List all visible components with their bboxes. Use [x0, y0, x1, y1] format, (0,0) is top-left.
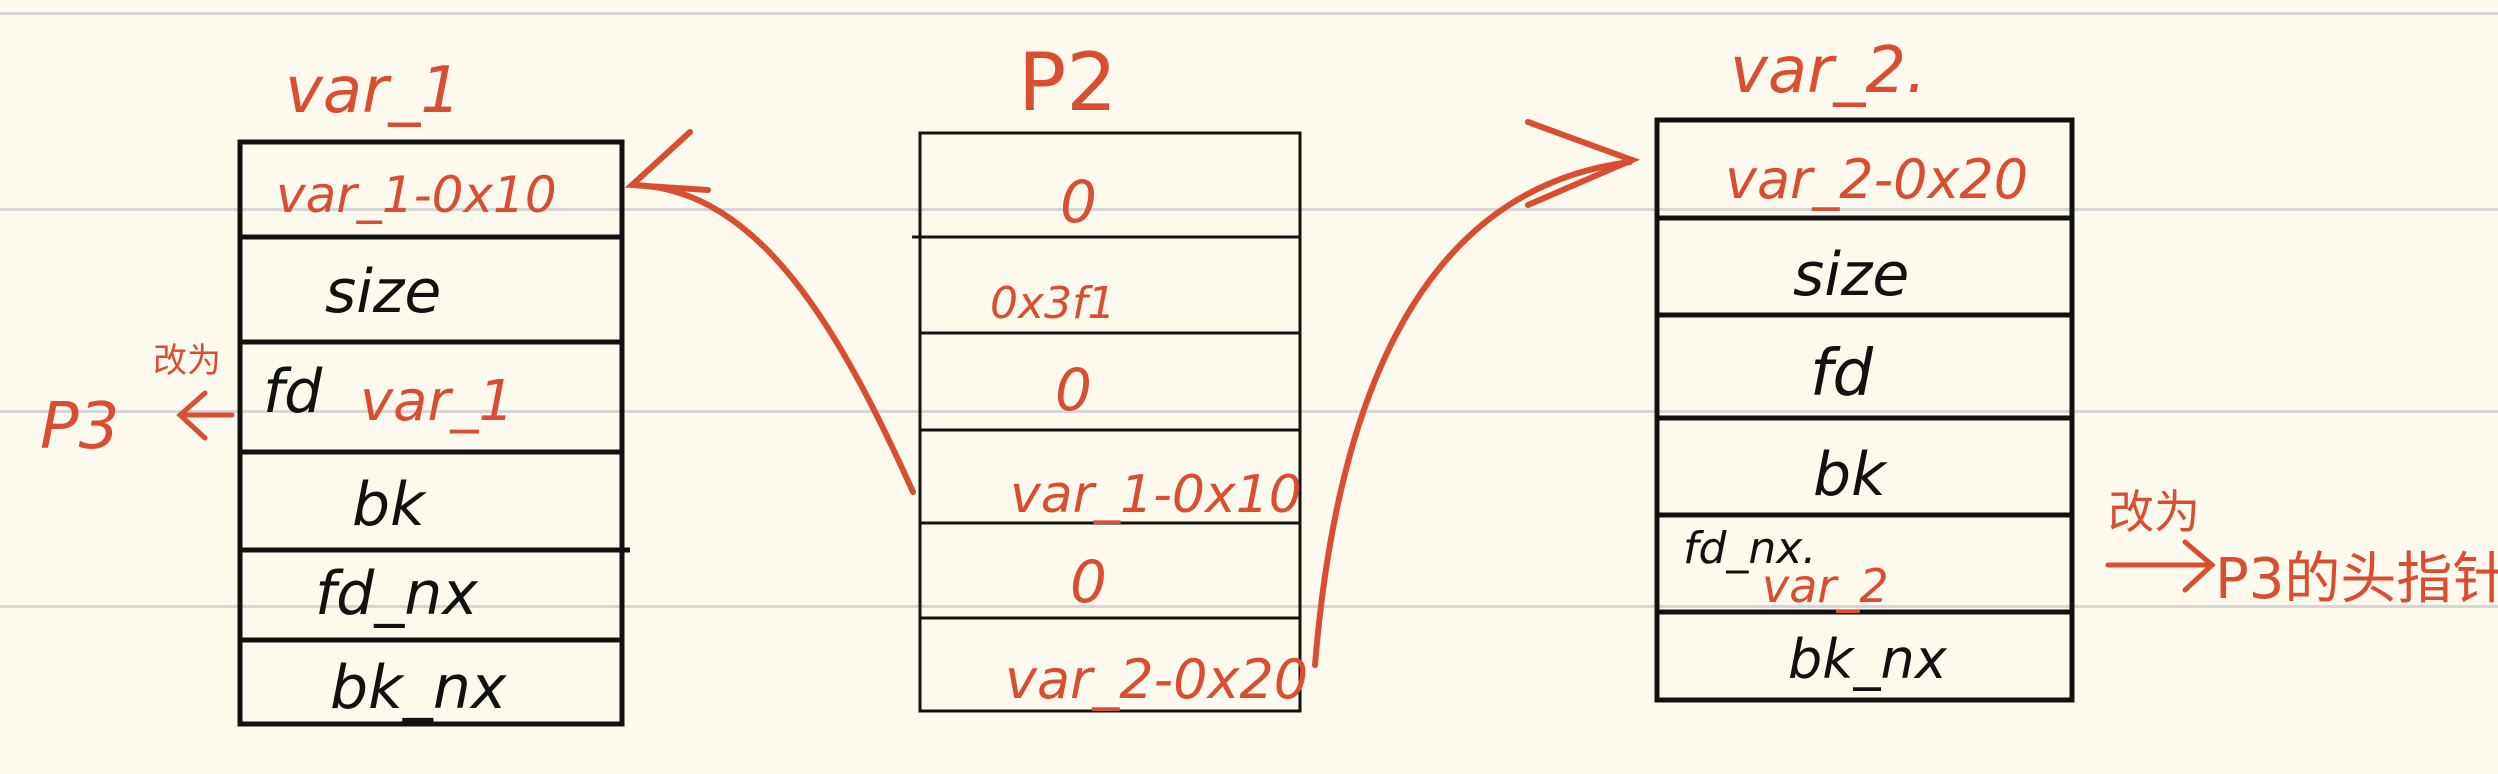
var1-row-bk: bk — [352, 470, 427, 540]
var2-row-prev-size: var_2-0x20 — [1725, 148, 2028, 211]
p2-row-fd: 0 — [1055, 356, 1092, 424]
var1-row-bk-nx: bk_nx — [330, 653, 507, 723]
var2-row-size: size — [1793, 240, 1909, 310]
var1-row-prev-size: var_1-0x10 — [276, 166, 557, 224]
var1-fd-value: var_1 — [360, 369, 514, 434]
var2-row-fd: fd — [1810, 337, 1874, 411]
right-change-label: 改为 — [2108, 485, 2200, 539]
p2-to-var2-arrow — [1312, 119, 1641, 668]
var2-fd-nx-value: var_2 — [1762, 559, 1889, 613]
var1-title: var_1 — [285, 54, 461, 128]
var2-row-bk-nx: bk_nx — [1788, 628, 1948, 691]
right-target-label: P3的头指针 — [2215, 547, 2498, 612]
ruled-line — [0, 410, 2498, 413]
var2-title: var_2. — [1730, 34, 1926, 108]
left-change-label: 改为 — [153, 341, 221, 381]
p2-row-size: 0x3f1 — [990, 278, 1116, 329]
left-target-label: P3 — [40, 390, 119, 464]
p2-title: P2 — [1018, 36, 1117, 129]
p2-to-var1-arrow — [624, 129, 916, 495]
p2-row-bk: var_1-0x10 — [1010, 465, 1302, 525]
var2-row-bk: bk — [1813, 440, 1888, 510]
p2-row-prev-size: 0 — [1060, 168, 1097, 236]
var1-row-size: size — [325, 257, 441, 327]
right-arrow-icon — [2105, 539, 2216, 593]
ruled-line — [0, 208, 2498, 211]
var1-chunk-box — [237, 139, 630, 727]
var1-row-fd-nx: fd_nx — [315, 559, 478, 629]
p2-row-bk-nx: var_2-0x20 — [1005, 648, 1308, 711]
var1-row-fd: fd — [263, 357, 323, 427]
left-arrow-icon — [176, 390, 235, 441]
ruled-line — [0, 12, 2498, 15]
p2-chunk-box — [912, 131, 1302, 713]
var2-row-fd-nx: fd_nx. — [1683, 523, 1816, 574]
ruled-line — [0, 605, 2498, 608]
var2-chunk-box — [1654, 117, 2075, 703]
p2-row-fd-nx: 0 — [1070, 548, 1107, 616]
